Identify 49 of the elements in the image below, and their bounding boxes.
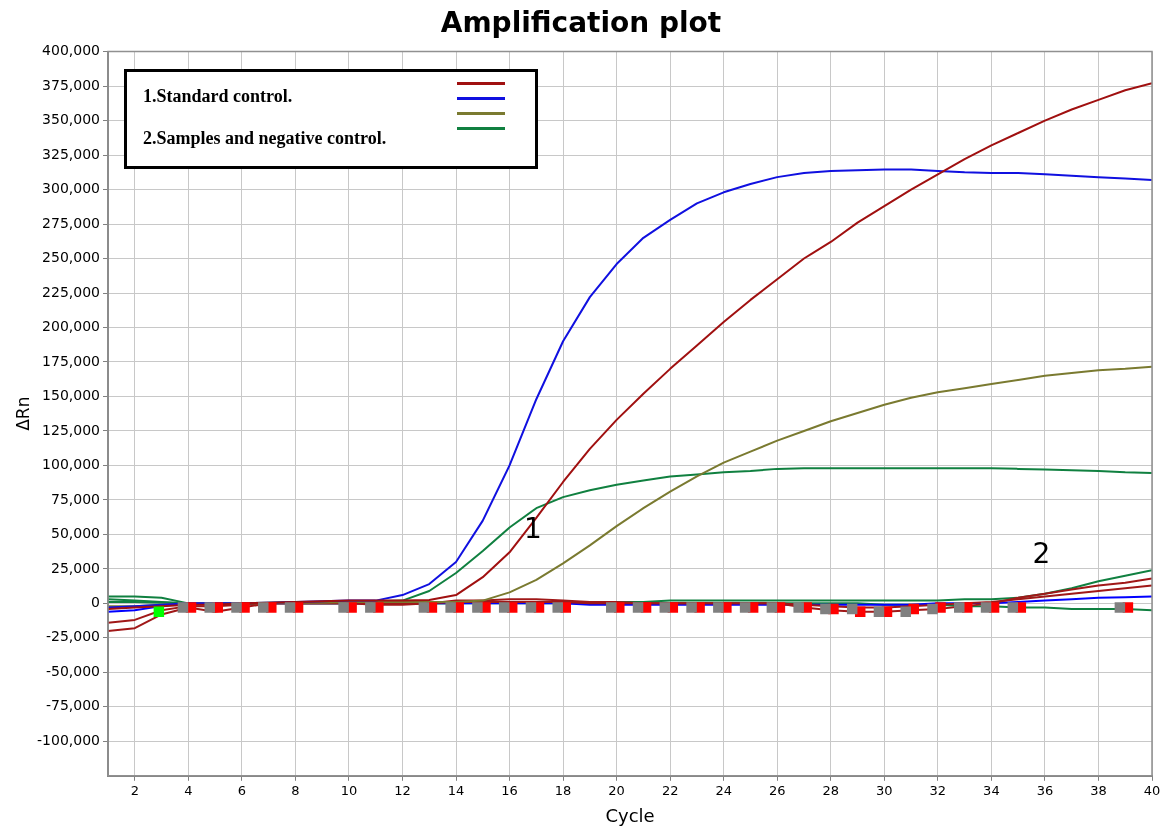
y-tick-label: 0: [91, 594, 100, 611]
y-tick-label: 100,000: [42, 456, 100, 473]
y-tick-label: 75,000: [51, 490, 100, 507]
y-tick-label: 50,000: [51, 525, 100, 542]
x-tick-label: 38: [1090, 782, 1107, 798]
x-tick-label: 32: [929, 782, 947, 798]
y-tick-label: 200,000: [42, 318, 100, 335]
y-tick-label: 225,000: [42, 283, 100, 300]
x-tick-label: 22: [661, 782, 679, 798]
x-tick-label: 8: [291, 782, 300, 798]
y-tick-label: 350,000: [42, 111, 100, 128]
annotation: 1.Standard control.: [143, 85, 293, 107]
y-tick-label: 275,000: [42, 214, 100, 231]
y-tick-label: 375,000: [42, 76, 100, 93]
x-tick-label: 14: [447, 782, 465, 798]
x-tick-label: 16: [501, 782, 518, 798]
x-tick-label: 30: [876, 782, 893, 798]
x-tick-label: 18: [554, 782, 572, 798]
annotation: 1: [523, 512, 542, 546]
x-tick-label: 36: [1036, 782, 1054, 798]
y-tick-label: 25,000: [51, 559, 100, 576]
x-tick-label: 26: [768, 782, 786, 798]
y-tick-label: -100,000: [37, 731, 100, 748]
y-tick-label: 400,000: [42, 42, 100, 59]
chart-title: Amplification plot: [440, 6, 722, 40]
x-tick-label: 2: [130, 782, 139, 798]
x-tick-label: 10: [340, 782, 358, 798]
y-tick-label: 125,000: [42, 421, 100, 438]
x-tick-label: 20: [608, 782, 625, 798]
x-tick-label: 4: [184, 782, 193, 798]
y-tick-label: -75,000: [45, 697, 100, 714]
y-tick-label: 150,000: [42, 387, 100, 404]
x-tick-label: 40: [1143, 782, 1161, 798]
y-tick-label: 250,000: [42, 249, 100, 266]
x-tick-label: 28: [822, 782, 840, 798]
annotation: 2: [1032, 536, 1051, 570]
x-tick-label: 12: [394, 782, 411, 798]
y-tick-label: 300,000: [42, 180, 100, 197]
legend-box: 1.Standard control. 2.Samples and negative control.: [124, 68, 538, 169]
y-tick-label: 325,000: [42, 145, 100, 162]
x-axis-title: Cycle: [605, 804, 655, 826]
x-tick-label: 34: [983, 782, 1000, 798]
x-tick-label: 6: [237, 782, 246, 798]
y-tick-label: 175,000: [42, 352, 100, 369]
y-tick-label: -50,000: [45, 662, 100, 679]
annotation: 2.Samples and negative control.: [143, 127, 387, 149]
x-tick-label: 24: [715, 782, 732, 798]
y-tick-label: -25,000: [45, 628, 100, 645]
y-axis-title: ΔRn: [12, 396, 33, 431]
